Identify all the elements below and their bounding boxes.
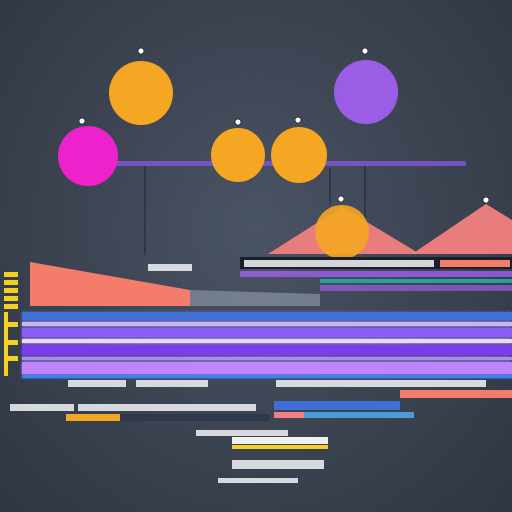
bar-strip [22,375,512,378]
triangle-peak-right [412,204,512,254]
node-rail [78,161,466,166]
circle-node-orange-top [109,61,173,125]
bar-strip [22,357,512,360]
bar-strip [22,312,512,320]
circle-node-purple-top [334,60,398,124]
area-wedge-shade [190,290,320,306]
area-wedge [30,262,190,306]
bar-strip-group [22,312,512,378]
bar-strip [22,322,512,326]
bar-strip [22,362,512,374]
circle-node-orange-mid-1 [211,128,265,182]
lower-block-group [66,390,512,449]
circle-node-group [58,47,490,204]
bar-strip [22,345,512,355]
circle-node-magenta [58,126,118,186]
pseudo-text-group [10,260,486,483]
level-indicator [4,272,18,376]
triangle-peak-group [268,204,512,259]
peak-orange-blob [315,205,369,259]
circle-node-orange-mid-2 [271,127,327,183]
bar-strip [22,339,512,343]
bar-strip [22,328,512,337]
